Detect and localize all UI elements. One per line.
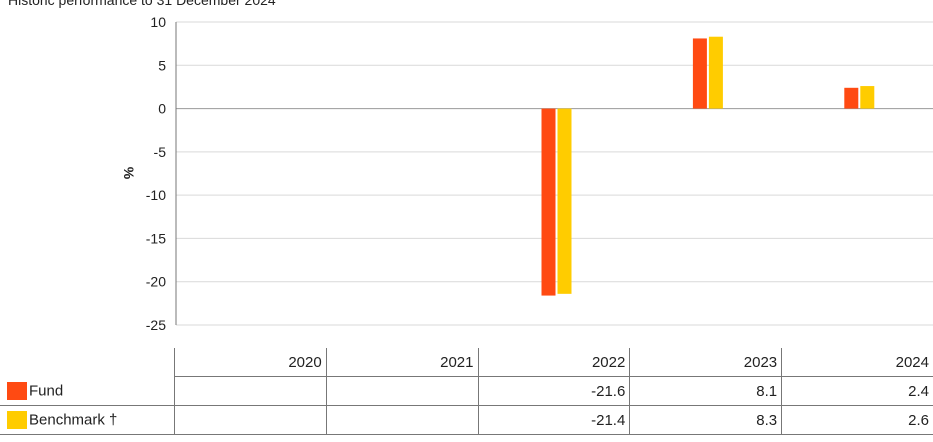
bar-benchmark-2022: [557, 108, 572, 294]
benchmark-legend-swatch: [7, 411, 27, 430]
chart-title: Historic performance to 31 December 2024: [8, 0, 276, 8]
table-header-row: 2020 2021 2022 2023 2024: [0, 348, 933, 377]
y-tick-label: -5: [154, 144, 167, 160]
table-cell: 8.1: [629, 376, 782, 406]
bar-fund-2024: [844, 87, 859, 109]
y-tick-label: -20: [146, 274, 166, 290]
bar-fund-2023: [692, 38, 707, 109]
table-cell: [325, 405, 478, 435]
y-tick-label: -15: [146, 230, 166, 246]
row-name: Benchmark †: [29, 411, 118, 429]
bar-fund-2022: [541, 108, 556, 296]
table-cell: -21.6: [477, 376, 630, 406]
row-label: Benchmark †: [0, 405, 175, 435]
y-tick-label: 0: [158, 101, 166, 117]
table-cell: [325, 376, 478, 406]
table-cell: 2.6: [781, 405, 933, 435]
year-header: 2020: [173, 348, 327, 377]
year-header: 2022: [477, 348, 630, 377]
table-cell: 8.3: [629, 405, 782, 435]
bar-benchmark-2023: [708, 36, 723, 109]
y-tick-label: 10: [150, 14, 166, 30]
table-corner: [0, 348, 174, 377]
year-header: 2024: [781, 348, 933, 377]
table-cell: [173, 376, 327, 406]
table-cell: -21.4: [477, 405, 630, 435]
y-tick-label: 5: [158, 57, 166, 73]
gridlines: [176, 21, 933, 326]
performance-table: 2020 2021 2022 2023 2024 Fund -21.6 8.1 …: [0, 348, 933, 435]
table-row-fund: Fund -21.6 8.1 2.4: [0, 376, 933, 406]
fund-legend-swatch: [7, 381, 27, 400]
y-tick-label: -10: [146, 187, 166, 203]
row-name: Fund: [29, 382, 64, 400]
row-label: Fund: [0, 376, 175, 406]
table-cell: 2.4: [781, 376, 933, 406]
y-axis-label: %: [121, 167, 137, 180]
y-tick-label: -25: [146, 317, 166, 333]
table-row-benchmark: Benchmark † -21.4 8.3 2.6: [0, 405, 933, 435]
performance-chart: 10 5 0 -5 -10 -15 -20 -25 %: [121, 14, 933, 333]
table-cell: [173, 405, 327, 435]
y-tick-labels: 10 5 0 -5 -10 -15 -20 -25: [146, 14, 166, 333]
year-header: 2023: [629, 348, 782, 377]
bars: [541, 36, 875, 296]
bar-benchmark-2024: [860, 86, 875, 109]
year-header: 2021: [325, 348, 478, 377]
